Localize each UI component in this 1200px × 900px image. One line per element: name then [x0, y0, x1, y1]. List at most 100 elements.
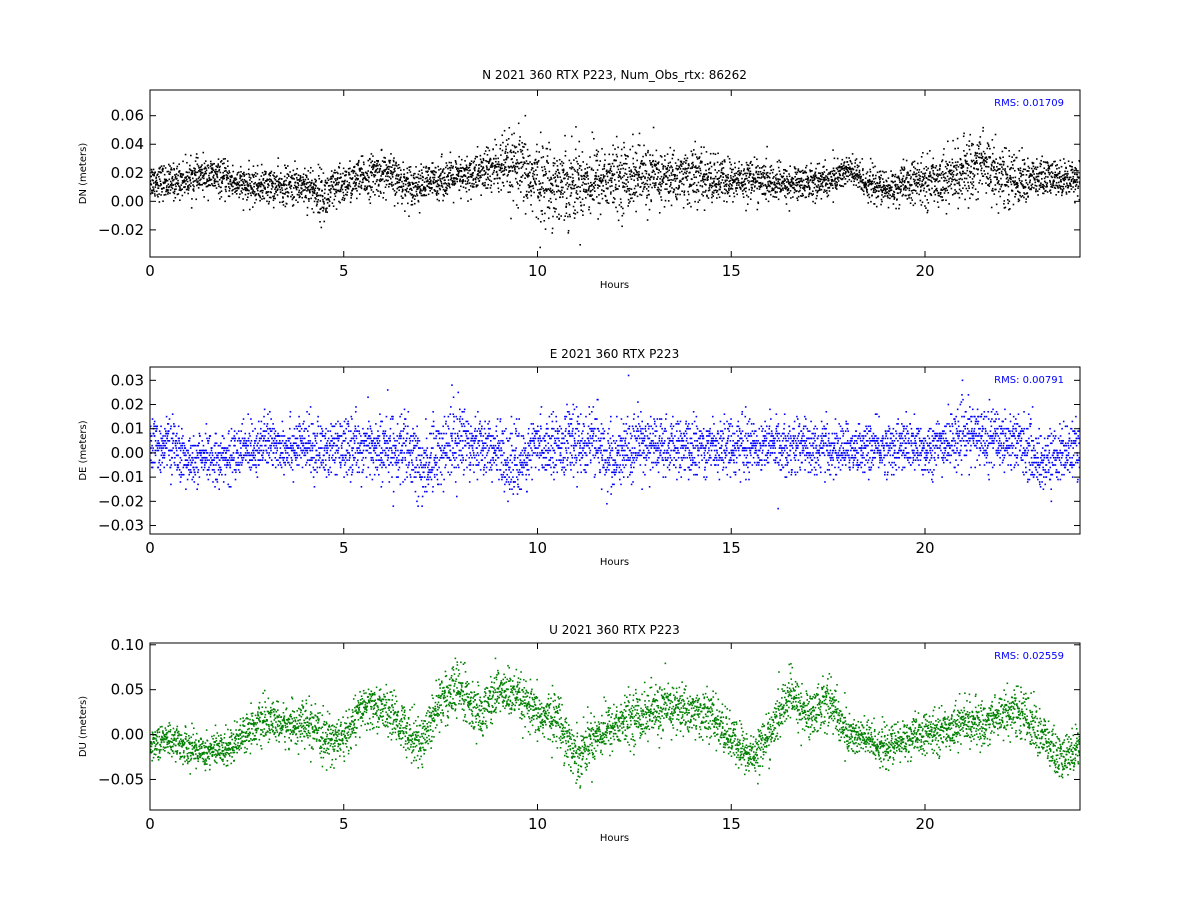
data-point	[551, 183, 553, 185]
data-point	[261, 191, 264, 194]
data-point	[835, 172, 838, 174]
data-point	[580, 174, 582, 177]
data-point	[972, 172, 974, 175]
data-point	[501, 134, 504, 137]
data-point	[386, 173, 388, 175]
data-point	[873, 203, 876, 205]
data-point	[510, 149, 512, 152]
data-point	[174, 177, 177, 179]
data-point	[317, 163, 320, 166]
data-point	[962, 135, 965, 138]
data-point	[977, 147, 980, 150]
data-point	[671, 174, 673, 176]
data-point	[963, 150, 965, 152]
data-point	[918, 183, 921, 186]
data-point	[292, 177, 294, 180]
data-point	[676, 193, 679, 196]
data-point	[489, 157, 492, 160]
data-point	[911, 192, 914, 194]
data-point	[659, 177, 661, 180]
data-point	[1032, 169, 1034, 172]
data-point	[923, 175, 926, 177]
data-point	[998, 183, 1001, 186]
data-point	[472, 161, 475, 164]
data-point	[933, 191, 935, 194]
data-point	[432, 182, 435, 185]
data-point	[814, 175, 817, 178]
data-point	[378, 195, 380, 197]
data-point	[307, 178, 310, 180]
data-point	[486, 168, 488, 171]
data-point	[713, 164, 716, 166]
data-point	[269, 180, 271, 183]
data-point	[898, 177, 901, 180]
data-point	[997, 181, 999, 184]
data-point	[699, 184, 702, 187]
data-point	[495, 170, 498, 173]
data-point	[996, 176, 998, 179]
data-point	[257, 193, 260, 196]
data-point	[432, 180, 434, 183]
data-point	[1016, 183, 1019, 186]
data-point	[182, 181, 185, 184]
data-point	[858, 185, 861, 188]
data-point	[169, 180, 172, 183]
data-point	[163, 187, 165, 189]
data-point	[914, 167, 917, 170]
data-point	[715, 191, 718, 193]
data-point	[441, 186, 444, 188]
data-point	[1007, 181, 1009, 183]
data-point	[644, 176, 646, 179]
data-point	[825, 178, 828, 181]
data-point	[1014, 180, 1016, 182]
data-point	[409, 182, 411, 184]
data-point	[405, 189, 407, 191]
data-point	[241, 172, 244, 175]
data-point	[530, 190, 533, 193]
data-point	[668, 174, 671, 177]
data-point	[1041, 185, 1044, 188]
data-point	[647, 186, 650, 188]
data-point	[342, 167, 345, 170]
data-point	[200, 178, 202, 181]
data-point	[589, 212, 592, 215]
data-point	[343, 181, 346, 183]
data-point	[460, 197, 462, 200]
data-point	[511, 158, 513, 160]
data-point	[737, 167, 740, 170]
data-point	[317, 187, 319, 190]
data-point	[934, 185, 936, 188]
data-point	[526, 197, 529, 199]
data-point	[680, 165, 683, 168]
data-point	[485, 171, 487, 174]
data-point	[590, 195, 592, 198]
data-point	[197, 180, 199, 182]
data-point	[195, 178, 198, 180]
data-point	[363, 188, 366, 191]
data-point	[351, 177, 354, 179]
data-point	[757, 201, 759, 204]
data-point	[752, 174, 755, 176]
data-point	[194, 168, 196, 170]
data-point	[345, 186, 348, 189]
data-point	[526, 148, 529, 151]
data-point	[904, 187, 907, 189]
data-point	[587, 178, 590, 180]
data-point	[586, 167, 589, 169]
data-point	[596, 159, 599, 162]
data-point	[654, 182, 656, 185]
data-point	[150, 192, 152, 195]
data-point	[931, 187, 933, 190]
data-point	[707, 197, 710, 199]
data-point	[205, 167, 207, 170]
data-point	[519, 136, 521, 138]
data-point	[576, 193, 579, 195]
data-point	[298, 180, 301, 183]
data-point	[944, 188, 946, 190]
data-point	[715, 186, 718, 188]
data-point	[837, 176, 839, 179]
data-point	[954, 183, 956, 186]
data-point	[185, 171, 188, 173]
data-point	[954, 189, 956, 191]
data-point	[990, 169, 993, 171]
